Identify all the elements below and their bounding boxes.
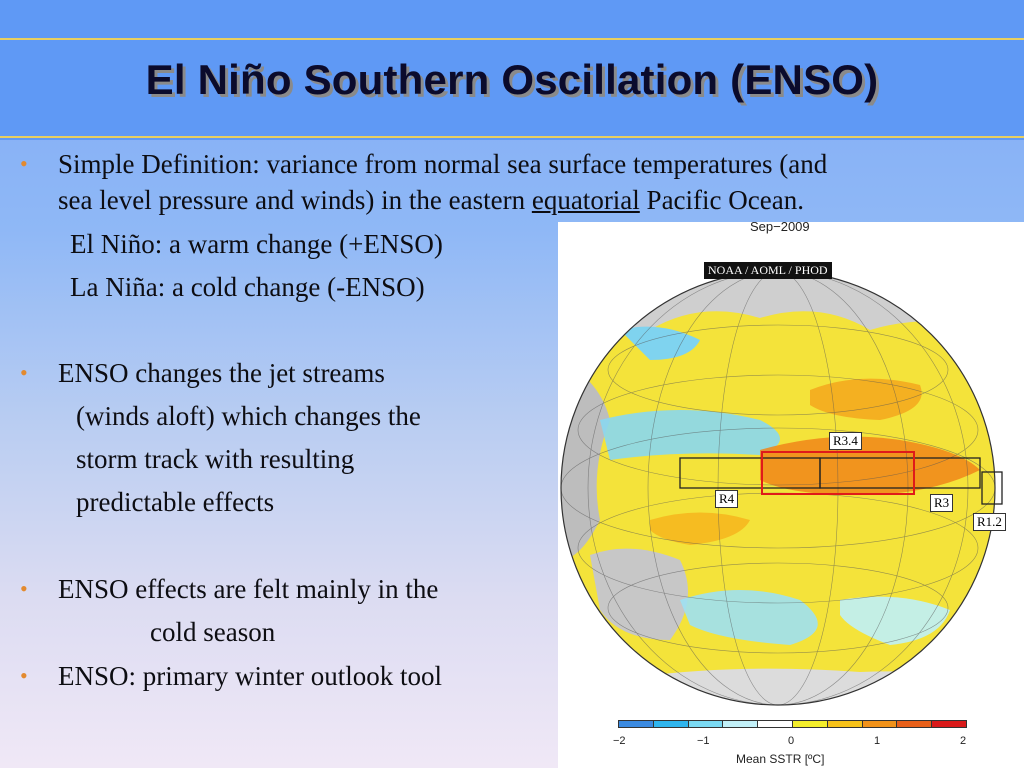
colorbar-tick: −1 bbox=[697, 735, 710, 747]
el-nino-definition: El Niño: a warm change (+ENSO) bbox=[70, 229, 443, 259]
colorbar-tick: 2 bbox=[960, 735, 967, 747]
region-r34-box bbox=[761, 451, 915, 495]
bullet-2-line-1: ENSO changes the jet streams bbox=[58, 358, 385, 388]
bullet-marker: • bbox=[20, 576, 28, 601]
cool-band-1 bbox=[600, 410, 780, 460]
colorbar-tick: −2 bbox=[613, 735, 626, 747]
bullet-marker: • bbox=[20, 360, 28, 385]
colorbar-tick: 1 bbox=[874, 735, 881, 747]
title-bar bbox=[0, 0, 1024, 140]
title-bottom-rule bbox=[0, 136, 1024, 138]
antarctica-land bbox=[561, 668, 995, 705]
region-r3-box bbox=[819, 457, 981, 489]
colorbar-cell bbox=[826, 720, 863, 728]
colorbar-cell bbox=[931, 720, 967, 728]
map-date-label: Sep−2009 bbox=[750, 219, 810, 234]
colorbar-cell bbox=[618, 720, 654, 728]
bullet-1-line-2-pre: sea level pressure and winds) in the eas… bbox=[58, 185, 532, 215]
colorbar-tick: 0 bbox=[788, 735, 795, 747]
la-nina-definition: La Niña: a cold change (-ENSO) bbox=[70, 272, 425, 302]
bullet-3-line-2: cold season bbox=[150, 617, 276, 647]
region-r34-label: R3.4 bbox=[829, 432, 862, 450]
colorbar-cell bbox=[896, 720, 933, 728]
bullet-4-line-1: ENSO: primary winter outlook tool bbox=[58, 661, 442, 691]
noaa-source-label: NOAA / AOML / PHOD bbox=[704, 262, 832, 279]
title-top-rule bbox=[0, 38, 1024, 40]
colorbar-cell bbox=[687, 720, 724, 728]
australia-land bbox=[590, 548, 688, 640]
bullet-1-line-1: Simple Definition: variance from normal … bbox=[58, 149, 828, 179]
cool-band-4 bbox=[620, 326, 700, 360]
bullet-2-line-3: storm track with resulting bbox=[76, 444, 355, 474]
bullet-2-line-2: (winds aloft) which changes the bbox=[76, 401, 421, 431]
region-r3-label: R3 bbox=[930, 494, 954, 512]
bullet-marker: • bbox=[20, 151, 28, 176]
bullet-3-line-1: ENSO effects are felt mainly in the bbox=[58, 574, 439, 604]
equatorial-link[interactable]: equatorial bbox=[531, 185, 640, 215]
region-r4-label: R4 bbox=[715, 490, 739, 508]
colorbar-cell bbox=[757, 720, 793, 728]
bullet-2-line-4: predictable effects bbox=[76, 487, 275, 517]
bullet-1-line-2: sea level pressure and winds) in the eas… bbox=[58, 183, 804, 217]
region-r12-box bbox=[981, 471, 1003, 505]
warm-patch-west bbox=[650, 512, 750, 545]
cool-band-3 bbox=[840, 596, 950, 645]
bullet-1-line-2-post: Pacific Ocean. bbox=[639, 185, 804, 215]
region-r12-label: R1.2 bbox=[973, 513, 1006, 531]
colorbar-cell bbox=[861, 720, 898, 728]
colorbar-cell bbox=[792, 720, 828, 728]
bullet-marker: • bbox=[20, 663, 28, 688]
colorbar-cell bbox=[652, 720, 689, 728]
slide-title: El Niño Southern Oscillation (ENSO) bbox=[145, 56, 879, 103]
colorbar-cell bbox=[722, 720, 759, 728]
cool-band-2 bbox=[680, 590, 818, 645]
colorbar-label: Mean SSTR [ºC] bbox=[736, 752, 825, 766]
